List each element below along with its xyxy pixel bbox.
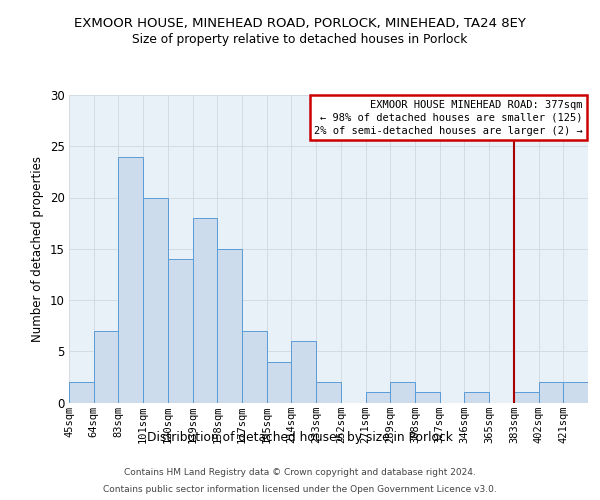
Bar [217, 248, 242, 402]
Text: Distribution of detached houses by size in Porlock: Distribution of detached houses by size … [147, 431, 453, 444]
Bar [514, 392, 539, 402]
Bar [539, 382, 563, 402]
Bar [316, 382, 341, 402]
Bar [94, 331, 118, 402]
Bar [390, 382, 415, 402]
Bar [563, 382, 588, 402]
Bar [292, 341, 316, 402]
Bar [168, 259, 193, 402]
Bar [464, 392, 489, 402]
Text: Size of property relative to detached houses in Porlock: Size of property relative to detached ho… [133, 32, 467, 46]
Text: Contains public sector information licensed under the Open Government Licence v3: Contains public sector information licen… [103, 484, 497, 494]
Text: EXMOOR HOUSE MINEHEAD ROAD: 377sqm
← 98% of detached houses are smaller (125)
2%: EXMOOR HOUSE MINEHEAD ROAD: 377sqm ← 98%… [314, 100, 583, 136]
Text: EXMOOR HOUSE, MINEHEAD ROAD, PORLOCK, MINEHEAD, TA24 8EY: EXMOOR HOUSE, MINEHEAD ROAD, PORLOCK, MI… [74, 18, 526, 30]
Y-axis label: Number of detached properties: Number of detached properties [31, 156, 44, 342]
Bar [69, 382, 94, 402]
Bar [365, 392, 390, 402]
Bar [118, 156, 143, 402]
Bar [143, 198, 168, 402]
Text: Contains HM Land Registry data © Crown copyright and database right 2024.: Contains HM Land Registry data © Crown c… [124, 468, 476, 477]
Bar [193, 218, 217, 402]
Bar [267, 362, 292, 403]
Bar [242, 331, 267, 402]
Bar [415, 392, 440, 402]
